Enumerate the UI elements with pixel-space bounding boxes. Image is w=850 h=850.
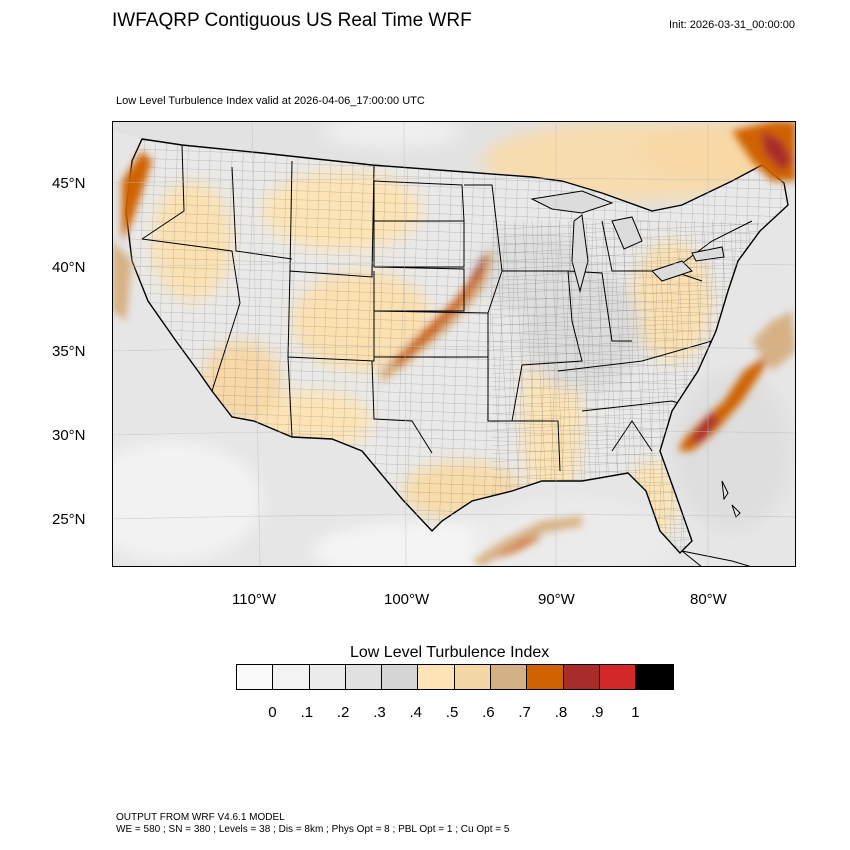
colorbar-swatch [273, 665, 310, 689]
colorbar-tick-label: .9 [591, 704, 604, 721]
lat-label-30: 30°N [52, 427, 86, 444]
colorbar-tick-label: .7 [518, 704, 531, 721]
colorbar-swatch [345, 665, 383, 689]
colorbar-swatch [309, 665, 346, 689]
colorbar-swatch [382, 665, 419, 689]
colorbar-swatch [636, 665, 673, 689]
caribbean-islands [681, 480, 753, 567]
valid-time-subtitle: Low Level Turbulence Index valid at 2026… [116, 95, 425, 107]
colorbar-tick-label: 0 [268, 704, 277, 721]
lat-label-25: 25°N [52, 511, 86, 528]
great-lakes [530, 190, 725, 293]
pacific-nw-turbulence-zone [122, 151, 152, 241]
colorbar-tick-label: .4 [409, 704, 423, 721]
colorbar-swatch [237, 665, 274, 689]
footer-config-line: WE = 580 ; SN = 380 ; Levels = 38 ; Dis … [116, 824, 510, 835]
graticule [112, 121, 796, 567]
plot-title: IWFAQRP Contiguous US Real Time WRF [112, 10, 472, 31]
colorbar-tick-label: .6 [482, 704, 495, 721]
colorbar-tick-label: 1 [631, 704, 640, 721]
colorbar [236, 664, 674, 690]
lon-label-110: 110°W [232, 591, 277, 608]
colorbar-swatch [563, 665, 600, 689]
colorbar-title: Low Level Turbulence Index [350, 644, 550, 661]
init-time-label: Init: 2026-03-31_00:00:00 [669, 19, 795, 31]
colorbar-tick-label: .5 [445, 704, 459, 721]
colorbar-swatch [454, 665, 492, 689]
colorbar-swatch [599, 665, 637, 689]
colorbar-swatch [527, 665, 564, 689]
footer-model-line: OUTPUT FROM WRF V4.6.1 MODEL [116, 812, 285, 823]
colorbar-swatch [491, 665, 528, 689]
lat-label-40: 40°N [52, 259, 86, 276]
colorbar-tick-label: .8 [554, 704, 568, 721]
colorbar-swatch [418, 665, 455, 689]
lat-label-35: 35°N [52, 343, 86, 360]
us-coastline [125, 138, 789, 555]
lon-label-90: 90°W [538, 591, 575, 608]
colorbar-tick-label: .1 [300, 704, 314, 721]
turbulence-map [112, 121, 796, 567]
gulf-turbulence-band [472, 516, 582, 567]
lat-label-45: 45°N [52, 175, 86, 192]
lon-label-100: 100°W [384, 591, 430, 608]
lon-label-80: 80°W [690, 591, 727, 608]
colorbar-tick-label: .2 [336, 704, 350, 721]
colorbar-tick-label: .3 [373, 704, 386, 721]
